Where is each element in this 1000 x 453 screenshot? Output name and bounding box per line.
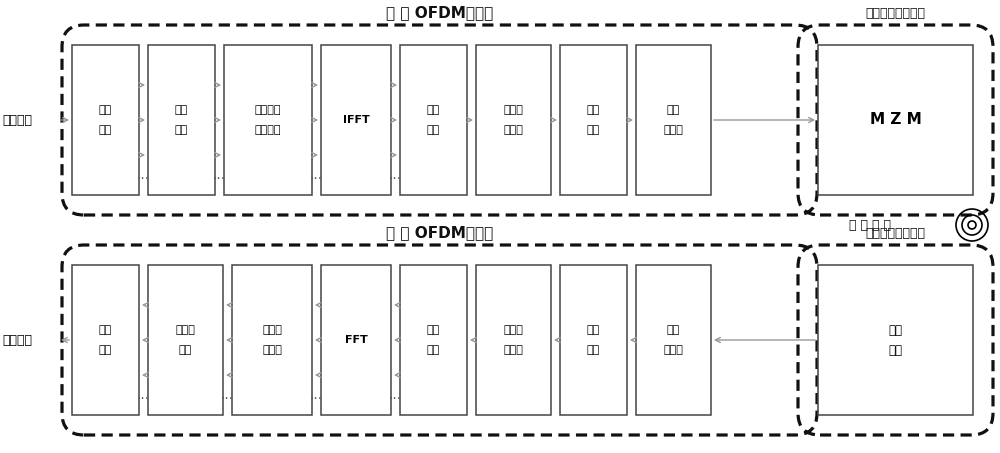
FancyBboxPatch shape [560, 45, 627, 195]
Text: ...: ... [137, 388, 150, 402]
Text: 光电: 光电 [889, 323, 902, 337]
Text: 解星座: 解星座 [176, 325, 195, 335]
FancyBboxPatch shape [476, 265, 551, 415]
FancyBboxPatch shape [321, 265, 391, 415]
Text: 添加循: 添加循 [504, 105, 523, 115]
Text: ...: ... [389, 388, 402, 402]
Text: ...: ... [221, 388, 234, 402]
Text: 光 纤 链 路: 光 纤 链 路 [849, 218, 891, 231]
Text: 并串: 并串 [427, 105, 440, 115]
Text: 环前缀: 环前缀 [504, 125, 523, 135]
FancyBboxPatch shape [232, 265, 312, 415]
FancyBboxPatch shape [72, 45, 139, 195]
Text: 转换: 转换 [427, 125, 440, 135]
FancyBboxPatch shape [636, 45, 711, 195]
FancyBboxPatch shape [224, 45, 312, 195]
FancyBboxPatch shape [400, 45, 467, 195]
Text: 映射: 映射 [175, 125, 188, 135]
Text: ...: ... [213, 168, 226, 182]
Text: 特对称: 特对称 [262, 345, 282, 355]
Text: ...: ... [310, 168, 323, 182]
Text: 转换: 转换 [99, 125, 112, 135]
Text: 映射: 映射 [179, 345, 192, 355]
FancyBboxPatch shape [72, 265, 139, 415]
Text: IFFT: IFFT [343, 115, 369, 125]
FancyBboxPatch shape [476, 45, 551, 195]
FancyBboxPatch shape [636, 265, 711, 415]
Text: 环前缀: 环前缀 [504, 345, 523, 355]
FancyBboxPatch shape [148, 45, 215, 195]
Text: 转换: 转换 [99, 345, 112, 355]
Text: 星座: 星座 [175, 105, 188, 115]
FancyBboxPatch shape [321, 45, 391, 195]
Text: 转换: 转换 [587, 345, 600, 355]
FancyBboxPatch shape [400, 265, 467, 415]
Text: 去除循: 去除循 [504, 325, 523, 335]
FancyBboxPatch shape [148, 265, 223, 415]
Text: 低通: 低通 [667, 105, 680, 115]
Text: 数据输入: 数据输入 [2, 114, 32, 126]
FancyBboxPatch shape [818, 45, 973, 195]
Text: 模数: 模数 [587, 325, 600, 335]
Text: 滤波器: 滤波器 [664, 125, 683, 135]
Text: 串并: 串并 [99, 105, 112, 115]
Text: 数模: 数模 [587, 105, 600, 115]
Text: 光至射频下变换器: 光至射频下变换器 [866, 227, 926, 240]
Text: 去埃米: 去埃米 [262, 325, 282, 335]
Text: FFT: FFT [345, 335, 367, 345]
Text: 检测: 检测 [889, 343, 902, 357]
Text: 串并: 串并 [427, 325, 440, 335]
Text: ...: ... [137, 168, 150, 182]
Text: 对称变换: 对称变换 [255, 125, 281, 135]
Text: ...: ... [310, 388, 323, 402]
FancyBboxPatch shape [818, 265, 973, 415]
FancyBboxPatch shape [560, 265, 627, 415]
Text: M Z M: M Z M [870, 112, 921, 127]
Text: ...: ... [389, 168, 402, 182]
Text: 并串: 并串 [99, 325, 112, 335]
Text: 数据输出: 数据输出 [2, 333, 32, 347]
Text: 转换: 转换 [427, 345, 440, 355]
Text: 转换: 转换 [587, 125, 600, 135]
Text: 射频至光上变换器: 射频至光上变换器 [866, 7, 926, 20]
Text: 射 频 OFDM发射机: 射 频 OFDM发射机 [386, 5, 493, 20]
Text: 滤波器: 滤波器 [664, 345, 683, 355]
Text: 低通: 低通 [667, 325, 680, 335]
Text: 埃尔米特: 埃尔米特 [255, 105, 281, 115]
Text: 射 频 OFDM接收机: 射 频 OFDM接收机 [386, 225, 493, 240]
